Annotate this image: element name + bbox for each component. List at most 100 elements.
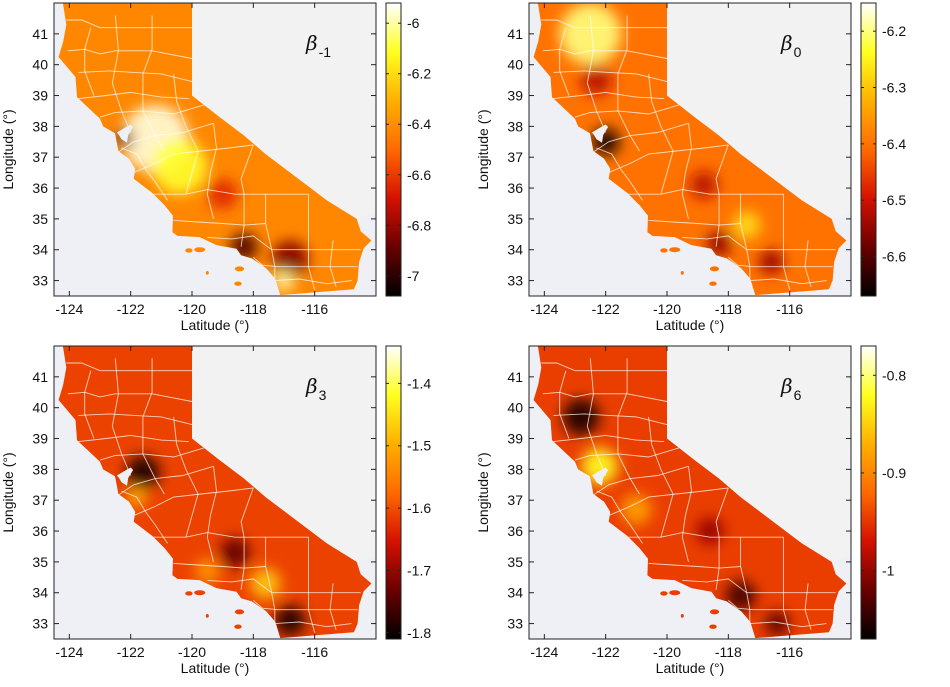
y-tick-label: 36 — [507, 180, 523, 196]
y-tick-label: 37 — [32, 492, 48, 508]
county-boundary — [78, 91, 189, 100]
island — [234, 281, 242, 286]
island — [234, 609, 245, 615]
bay-water — [591, 467, 609, 486]
county-boundary — [627, 532, 784, 538]
heat-feature — [559, 3, 621, 65]
heat-feature — [706, 231, 732, 256]
county-boundary — [152, 189, 309, 195]
county-boundary — [682, 578, 836, 594]
heatmap-chart: -124 -122 -120 -118 -116 41 40 39 38 37 36 35 34 33 La… — [0, 345, 431, 676]
county-lines — [66, 358, 361, 633]
heat-feature — [152, 138, 208, 195]
county-boundary — [553, 70, 668, 83]
colorbar-tick-label: -6.5 — [882, 192, 906, 208]
heat-feature — [696, 517, 724, 545]
county-boundary — [253, 600, 358, 611]
y-tick-label: 39 — [507, 88, 523, 104]
colorbar-tick-label: -6.6 — [882, 249, 906, 265]
plot-frame — [53, 345, 377, 640]
heat-feature — [621, 494, 652, 525]
y-tick-label: 40 — [32, 57, 48, 73]
colorbar — [386, 346, 401, 639]
county-boundary — [728, 257, 833, 268]
y-tick-label: 40 — [32, 400, 48, 416]
y-axis-label: Longitude (°) — [475, 452, 491, 532]
y-tick-label: 41 — [32, 26, 48, 42]
x-tick-label: -116 — [776, 301, 803, 317]
county-lines — [541, 15, 836, 290]
y-tick-label: 38 — [507, 118, 523, 134]
county-boundary — [84, 27, 95, 96]
y-tick-label: 35 — [507, 211, 523, 227]
colorbar-tick-label: -7 — [407, 268, 420, 284]
county-boundary — [596, 490, 643, 544]
panel-beta-3: -124 -122 -120 -118 -116 41 40 39 38 37 36 35 34 33 La… — [0, 343, 475, 686]
county-boundary — [804, 583, 812, 630]
county-boundary — [173, 416, 199, 538]
county-boundary — [84, 370, 95, 439]
county-boundary — [78, 434, 189, 443]
county-boundary — [253, 257, 358, 268]
y-axis-label: Longitude (°) — [0, 109, 16, 189]
plot-frame — [528, 2, 852, 297]
x-axis-label: Latitude (°) — [656, 317, 725, 333]
island — [205, 271, 209, 275]
x-axis-label: Latitude (°) — [181, 317, 250, 333]
y-tick-label: 34 — [32, 585, 48, 601]
county-boundary — [542, 48, 668, 59]
county-boundary — [648, 416, 674, 538]
county-boundary — [67, 391, 193, 402]
island — [194, 590, 206, 596]
county-boundary — [308, 537, 316, 633]
island — [234, 266, 245, 272]
parameter-subscript: -1 — [319, 44, 332, 60]
x-axis-label: Latitude (°) — [181, 660, 250, 676]
county-boundary — [804, 240, 812, 287]
county-boundary — [681, 466, 692, 563]
county-boundary — [740, 194, 751, 281]
island — [205, 614, 209, 618]
x-tick-label: -118 — [715, 301, 742, 317]
x-tick-label: -118 — [715, 644, 742, 660]
y-tick-label: 35 — [507, 554, 523, 570]
y-tick-label: 35 — [32, 211, 48, 227]
panel-beta-0: -124 -122 -120 -118 -116 41 40 39 38 37 36 35 34 33 La… — [475, 0, 950, 343]
y-tick-label: 34 — [32, 242, 48, 258]
heat-feature — [581, 447, 618, 485]
y-tick-label: 35 — [32, 554, 48, 570]
y-tick-label: 40 — [507, 57, 523, 73]
colorbar — [386, 3, 401, 296]
island — [709, 266, 720, 272]
panel-beta-minus1: -124 -122 -120 -118 -116 41 40 39 38 37 36 35 34 33 La… — [0, 0, 475, 343]
heat-feature — [581, 64, 612, 96]
county-boundary — [608, 487, 729, 517]
y-tick-label: 36 — [32, 523, 48, 539]
panel-beta-6: -124 -122 -120 -118 -116 41 40 39 38 37 36 35 34 33 La… — [475, 343, 950, 686]
county-boundary — [648, 562, 741, 569]
y-tick-label: 33 — [32, 616, 48, 632]
heatmap-chart: -124 -122 -120 -118 -116 41 40 39 38 37 36 35 34 33 La… — [0, 2, 431, 333]
neighbor-state-area — [667, 346, 851, 562]
county-boundary — [617, 15, 640, 152]
x-tick-label: -122 — [117, 301, 145, 317]
county-boundary — [66, 19, 192, 29]
y-tick-label: 41 — [32, 369, 48, 385]
county-boundary — [78, 413, 193, 426]
island — [709, 624, 717, 629]
colorbar-frame — [385, 2, 402, 297]
heat-feature — [195, 558, 220, 584]
county-boundary — [274, 278, 352, 285]
y-tick-label: 33 — [32, 273, 48, 289]
y-tick-label: 41 — [507, 369, 523, 385]
county-boundary — [111, 15, 132, 133]
county-boundary — [559, 27, 570, 96]
x-tick-label: -120 — [178, 301, 206, 317]
county-boundary — [206, 123, 217, 220]
county-boundary — [265, 194, 276, 281]
x-tick-label: -120 — [653, 644, 681, 660]
y-tick-label: 38 — [32, 461, 48, 477]
x-tick-label: -124 — [530, 644, 558, 660]
y-tick-label: 33 — [507, 616, 523, 632]
island — [669, 590, 681, 596]
